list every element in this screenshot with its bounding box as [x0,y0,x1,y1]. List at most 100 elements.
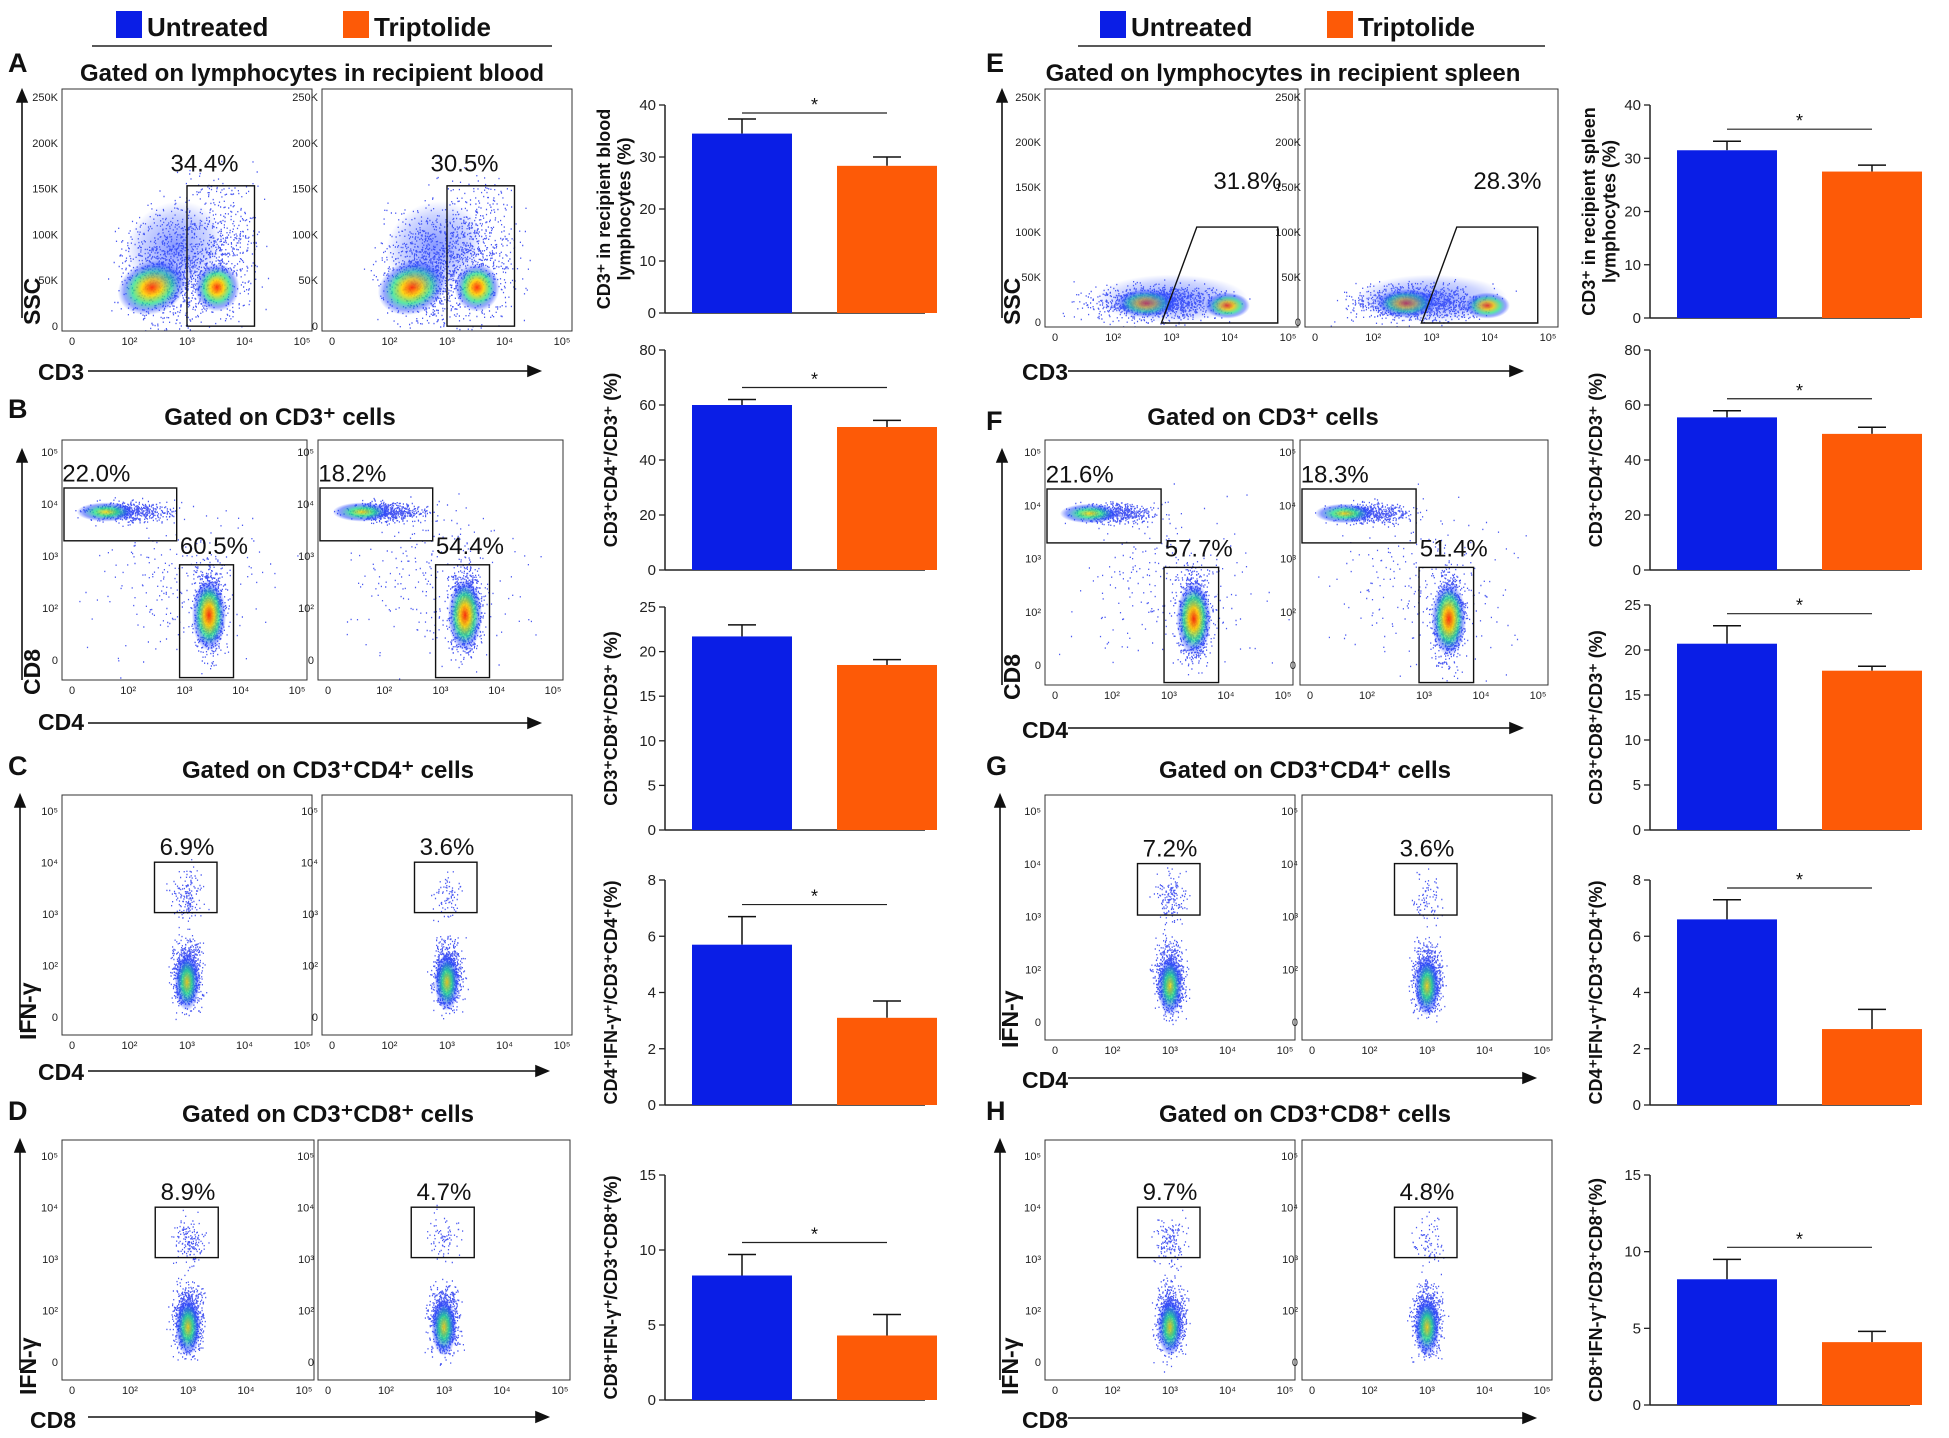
flow-axis-arrows [13,87,1538,1425]
bar-triptolide [837,1335,937,1400]
bar-triptolide [837,427,937,570]
y-tick-label: 10⁴ [41,1203,58,1215]
plot-frame [321,88,573,332]
x-tick-label: 10⁵ [294,1040,311,1052]
panel-title-G: Gated on CD3⁺CD4⁺ cells [1159,757,1451,784]
y-tick-label: 0 [1035,660,1041,672]
y-tick-label: 0 [1633,1397,1641,1414]
y-tick-label: 200K [1275,137,1301,149]
plot-untreated [1059,483,1290,676]
x-tick-label: 10⁴ [494,1385,511,1397]
y-tick-label: 10² [298,1306,314,1318]
y-tick-label: 4 [1633,985,1641,1002]
gate-percent: 18.3% [1301,462,1369,489]
x-tick-label: 0 [1052,690,1058,702]
y-tick-label: 0 [312,1012,318,1024]
gate-box [153,861,218,914]
gate-percent: 7.2% [1143,835,1198,862]
plot-frame [1301,1139,1553,1381]
gate-percent: 8.9% [161,1179,216,1206]
event-dots [346,493,542,680]
plot-frame [61,439,308,681]
gate-percent: 3.6% [420,834,475,861]
density-blob [1059,503,1120,524]
x-tick-label: 10⁵ [1534,1385,1551,1397]
x-tick-label: 10⁵ [289,685,306,697]
bar-untreated [1677,643,1777,830]
x-tick-label: 10⁴ [1473,690,1490,702]
axis-label-B-y: CD8 [19,649,45,695]
plot-untreated [108,160,270,331]
y-tick-label: 80 [1624,342,1641,359]
y-tick-label: 50K [298,275,318,287]
x-tick-label: 10³ [1419,1045,1435,1057]
density-blob [126,201,223,292]
gate-box [446,185,516,327]
plot-frame [61,1139,315,1381]
density-blob [1355,274,1508,323]
plot-untreated [166,1209,210,1361]
y-tick-label: 10⁵ [41,1151,58,1163]
y-tick-label: 0 [52,1357,58,1369]
legend-label-untreated: Untreated [147,12,268,42]
gate-box [1418,566,1475,684]
x-tick-label: 10⁴ [1221,332,1238,344]
y-axis-label-line: lymphocytes (%) [1600,140,1620,283]
x-tick-label: 10² [378,1385,394,1397]
y-axis-label: CD3⁺CD4⁺/CD3⁺ (%) [601,373,621,548]
x-tick-label: 0 [69,685,75,697]
gate-polygon [1420,226,1539,324]
x-tick-label: 10² [120,685,136,697]
y-tick-label: 100K [1275,227,1301,239]
y-tick-label: 0 [1035,1017,1041,1029]
y-tick-label: 80 [639,342,656,359]
bar-untreated [1677,417,1777,570]
x-tick-label: 10⁵ [545,685,562,697]
x-tick-label: 10⁵ [1534,1045,1551,1057]
density-blob [1176,582,1212,656]
y-tick-label: 8 [648,872,656,889]
y-tick-label: 20 [639,201,656,218]
x-tick-label: 10⁴ [1219,1385,1236,1397]
y-tick-label: 2 [648,1041,656,1058]
x-tick-label: 0 [1312,332,1318,344]
y-tick-label: 0 [312,321,318,333]
x-tick-label: 10⁵ [1277,1045,1294,1057]
axis-label-A-x: CD3 [38,359,84,385]
gate-box [434,564,491,679]
bar-triptolide [1822,670,1922,830]
y-tick-label: 100K [292,229,318,241]
plot-untreated [75,497,299,679]
density-blob [175,1298,201,1356]
significance-star: * [811,370,818,390]
y-tick-label: 60 [1624,397,1641,414]
y-tick-label: 6 [648,928,656,945]
gate-percent: 22.0% [62,461,130,488]
gate-percent: 4.7% [417,1179,472,1206]
y-tick-label: 10² [1025,607,1041,619]
y-tick-label: 10 [639,253,656,270]
event-dots [171,1209,210,1272]
x-tick-label: 10⁵ [296,1385,313,1397]
density-blob [174,953,200,1011]
x-tick-label: 0 [325,1385,331,1397]
y-tick-label: 10⁵ [1024,1151,1041,1163]
y-tick-label: 0 [1633,1097,1641,1114]
y-tick-label: 10² [1280,607,1296,619]
plot-triptolide [427,871,469,1020]
gate-percent: 30.5% [430,150,498,177]
plot-frame [1044,1139,1296,1381]
bar-untreated [1677,919,1777,1105]
panel-letter-G: G [986,751,1007,781]
y-tick-label: 10⁴ [41,858,58,870]
y-tick-label: 10⁴ [297,1203,314,1215]
significance-star: * [811,1225,818,1245]
bar-triptolide [837,664,937,830]
y-tick-label: 10⁵ [297,447,314,459]
legend-swatch-untreated [1100,11,1126,38]
y-tick-label: 10³ [1282,1254,1298,1266]
x-tick-label: 0 [1052,1045,1058,1057]
axis-label-E-x: CD3 [1022,359,1068,385]
y-tick-label: 0 [648,1097,656,1114]
panel-title-A: Gated on lymphocytes in recipient blood [80,60,544,87]
